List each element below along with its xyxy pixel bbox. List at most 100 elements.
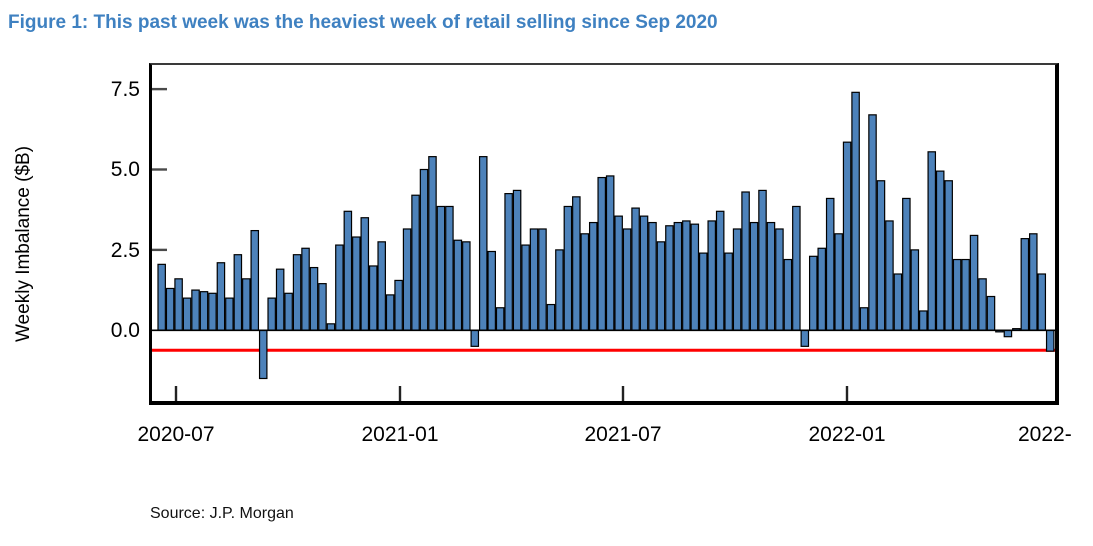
bar bbox=[817, 247, 827, 331]
bar bbox=[1029, 233, 1038, 331]
bar bbox=[673, 221, 683, 331]
bar bbox=[385, 294, 395, 331]
bar bbox=[580, 233, 590, 331]
bar bbox=[605, 175, 615, 331]
bar bbox=[732, 228, 742, 331]
figure-title: Figure 1: This past week was the heavies… bbox=[8, 12, 718, 33]
bar bbox=[495, 307, 505, 331]
bar bbox=[885, 220, 894, 331]
bar bbox=[961, 258, 970, 331]
bar bbox=[622, 228, 632, 331]
bar bbox=[512, 189, 522, 331]
bar bbox=[944, 180, 953, 331]
bar bbox=[597, 176, 607, 331]
bar bbox=[360, 217, 370, 331]
bar bbox=[935, 170, 945, 331]
x-tick-label: 2021-07 bbox=[584, 423, 662, 446]
bar bbox=[572, 196, 581, 331]
bar bbox=[588, 221, 598, 331]
y-tick-label: 2.5 bbox=[110, 238, 140, 262]
y-tick-label: 5.0 bbox=[110, 158, 140, 182]
y-tick-label: 7.5 bbox=[110, 78, 140, 102]
bar bbox=[952, 258, 962, 331]
bar bbox=[191, 289, 200, 331]
bar bbox=[208, 292, 217, 331]
bar bbox=[758, 189, 767, 331]
bar bbox=[157, 263, 166, 331]
bar bbox=[394, 279, 403, 331]
bar bbox=[233, 254, 243, 331]
bar bbox=[927, 151, 937, 331]
bar bbox=[216, 262, 226, 331]
bar bbox=[690, 223, 700, 331]
bar bbox=[808, 255, 818, 331]
y-axis-title: Weekly Imbalance ($B) bbox=[13, 145, 34, 343]
bar bbox=[478, 156, 488, 331]
bar bbox=[1020, 238, 1030, 331]
bar bbox=[521, 244, 530, 331]
plot-area bbox=[149, 63, 1059, 405]
bar bbox=[825, 197, 835, 331]
bar bbox=[682, 220, 691, 331]
x-tick-label: 2020-07 bbox=[137, 423, 215, 446]
bar bbox=[487, 250, 496, 331]
bar bbox=[436, 205, 446, 331]
bar bbox=[309, 266, 319, 331]
bar bbox=[1037, 273, 1047, 331]
bar bbox=[419, 168, 429, 331]
bar bbox=[301, 247, 310, 331]
bar bbox=[242, 278, 251, 331]
bar bbox=[445, 205, 454, 331]
bar bbox=[910, 249, 920, 331]
bar bbox=[783, 258, 793, 331]
bar bbox=[546, 303, 556, 331]
bar bbox=[715, 210, 725, 331]
bar bbox=[698, 252, 708, 331]
bar bbox=[368, 265, 378, 331]
y-tick-label: 0.0 bbox=[110, 319, 140, 343]
bar bbox=[174, 278, 183, 331]
bar bbox=[631, 207, 640, 331]
bar bbox=[707, 220, 717, 331]
bar bbox=[225, 297, 234, 331]
bar bbox=[859, 307, 869, 331]
bar bbox=[724, 252, 733, 331]
bar bbox=[902, 197, 911, 331]
bar bbox=[792, 205, 801, 331]
bar bbox=[969, 234, 979, 331]
bar bbox=[775, 228, 784, 331]
bar bbox=[648, 221, 657, 331]
bar bbox=[504, 193, 513, 331]
bar bbox=[199, 291, 209, 331]
bar bbox=[335, 244, 344, 331]
bar bbox=[741, 191, 750, 331]
bar bbox=[876, 180, 886, 331]
bar bbox=[182, 297, 192, 331]
bar bbox=[893, 273, 903, 331]
bar bbox=[800, 329, 810, 347]
bar bbox=[563, 205, 573, 331]
bar bbox=[402, 228, 412, 331]
bar bbox=[318, 283, 327, 331]
x-tick-label: 2021-01 bbox=[361, 423, 439, 446]
bar bbox=[326, 323, 336, 331]
bar bbox=[529, 228, 539, 331]
bar bbox=[275, 268, 285, 331]
bar bbox=[749, 221, 759, 331]
bar bbox=[258, 329, 268, 380]
bar bbox=[978, 278, 987, 331]
bar bbox=[614, 215, 623, 331]
bar bbox=[1045, 329, 1055, 352]
bar bbox=[165, 287, 175, 331]
bar bbox=[292, 254, 302, 331]
bar bbox=[250, 229, 260, 331]
bar bbox=[428, 156, 437, 331]
bar bbox=[1003, 329, 1013, 338]
bar bbox=[538, 228, 547, 331]
bar bbox=[656, 241, 666, 331]
bar bbox=[639, 215, 649, 331]
bar bbox=[352, 236, 361, 331]
bar bbox=[470, 329, 480, 347]
bar bbox=[343, 210, 353, 331]
